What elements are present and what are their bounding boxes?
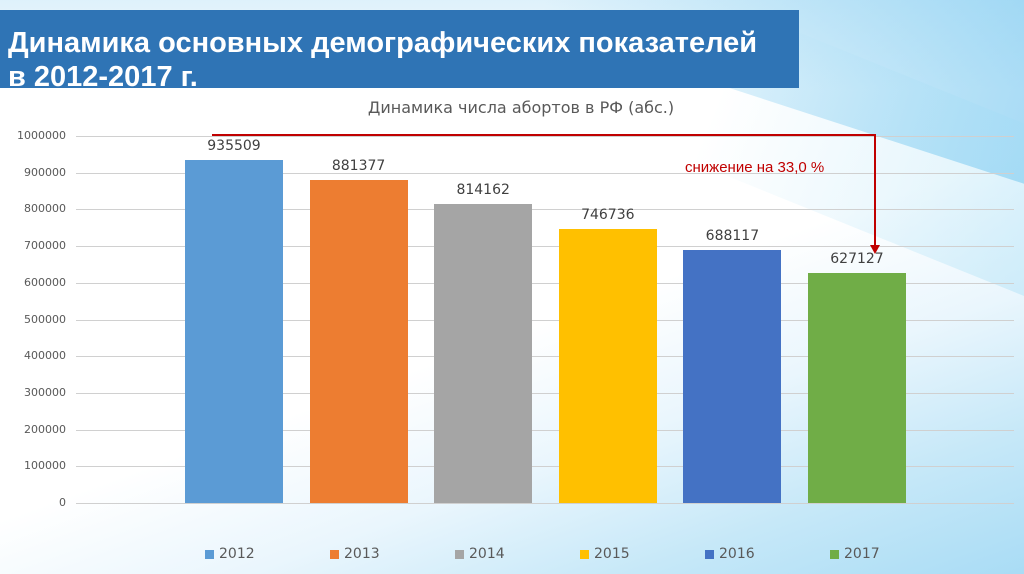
bar-2013 (309, 179, 408, 503)
legend-label: 2016 (719, 546, 755, 562)
gridline (76, 172, 1014, 174)
y-axis-tick-label: 700000 (24, 239, 66, 253)
legend-swatch-icon (330, 549, 339, 559)
gridline (76, 136, 1014, 137)
bar-value-label: 688117 (705, 228, 760, 245)
gridline (76, 282, 1014, 284)
gridline (76, 356, 1014, 358)
y-axis-tick-label: 0 (59, 496, 66, 509)
legend-swatch-icon (205, 549, 214, 559)
bar-2016 (683, 250, 782, 503)
slide-title-line1: Динамика основных демографических показа… (8, 27, 758, 59)
legend-label: 2014 (469, 546, 505, 562)
bar-2012 (185, 159, 283, 503)
chart-legend: 2012 2013 2014 2015 2016 2017 (0, 546, 1024, 566)
legend-item-2016: 2016 (705, 546, 755, 562)
y-axis-tick-label: 100000 (24, 459, 66, 473)
y-axis-tick-label: 1000000 (17, 129, 66, 142)
bar-value-label: 746736 (581, 206, 635, 223)
gridline (76, 319, 1014, 321)
legend-label: 2017 (844, 546, 880, 562)
bar-2014 (434, 204, 533, 503)
decrease-annotation: снижение на 33,0 % (685, 159, 825, 176)
legend-swatch-icon (455, 549, 464, 559)
y-axis-tick-label: 200000 (24, 422, 66, 436)
y-axis-tick-label: 800000 (24, 202, 66, 216)
legend-item-2017: 2017 (830, 546, 880, 562)
y-axis-tick-label: 600000 (24, 275, 66, 289)
slide-title-line2: в 2012-2017 г. (8, 61, 198, 93)
legend-label: 2013 (344, 546, 380, 562)
bar-value-label: 935509 (207, 137, 261, 154)
bar-value-label: 627127 (830, 250, 884, 267)
y-axis-tick-label: 500000 (24, 312, 66, 326)
legend-item-2012: 2012 (205, 546, 255, 562)
y-axis-tick-label: 900000 (24, 165, 66, 179)
bar-value-label: 881377 (331, 157, 386, 174)
legend-swatch-icon (705, 549, 714, 559)
slide-title-banner: Динамика основных демографических показа… (0, 10, 799, 93)
legend-item-2013: 2013 (330, 546, 380, 562)
gridline (76, 392, 1014, 394)
legend-item-2014: 2014 (455, 546, 505, 562)
legend-item-2015: 2015 (580, 546, 630, 562)
chart-title: Динамика числа абортов в РФ (абс.) (367, 98, 675, 117)
y-axis-tick-label: 400000 (24, 349, 66, 363)
gridline (76, 246, 1014, 248)
legend-swatch-icon (830, 549, 839, 559)
legend-label: 2012 (219, 546, 255, 562)
gridline (76, 429, 1014, 431)
bar-2017 (808, 272, 906, 503)
slide-title: Динамика основных демографических показа… (8, 26, 798, 94)
gridline (76, 466, 1014, 468)
legend-swatch-icon (580, 549, 589, 559)
bar-2015 (558, 228, 657, 503)
y-axis-tick-label: 300000 (24, 385, 66, 399)
gridline (76, 209, 1014, 211)
legend-label: 2015 (594, 546, 630, 562)
gridline (76, 503, 1014, 504)
bar-value-label: 814162 (456, 182, 510, 199)
